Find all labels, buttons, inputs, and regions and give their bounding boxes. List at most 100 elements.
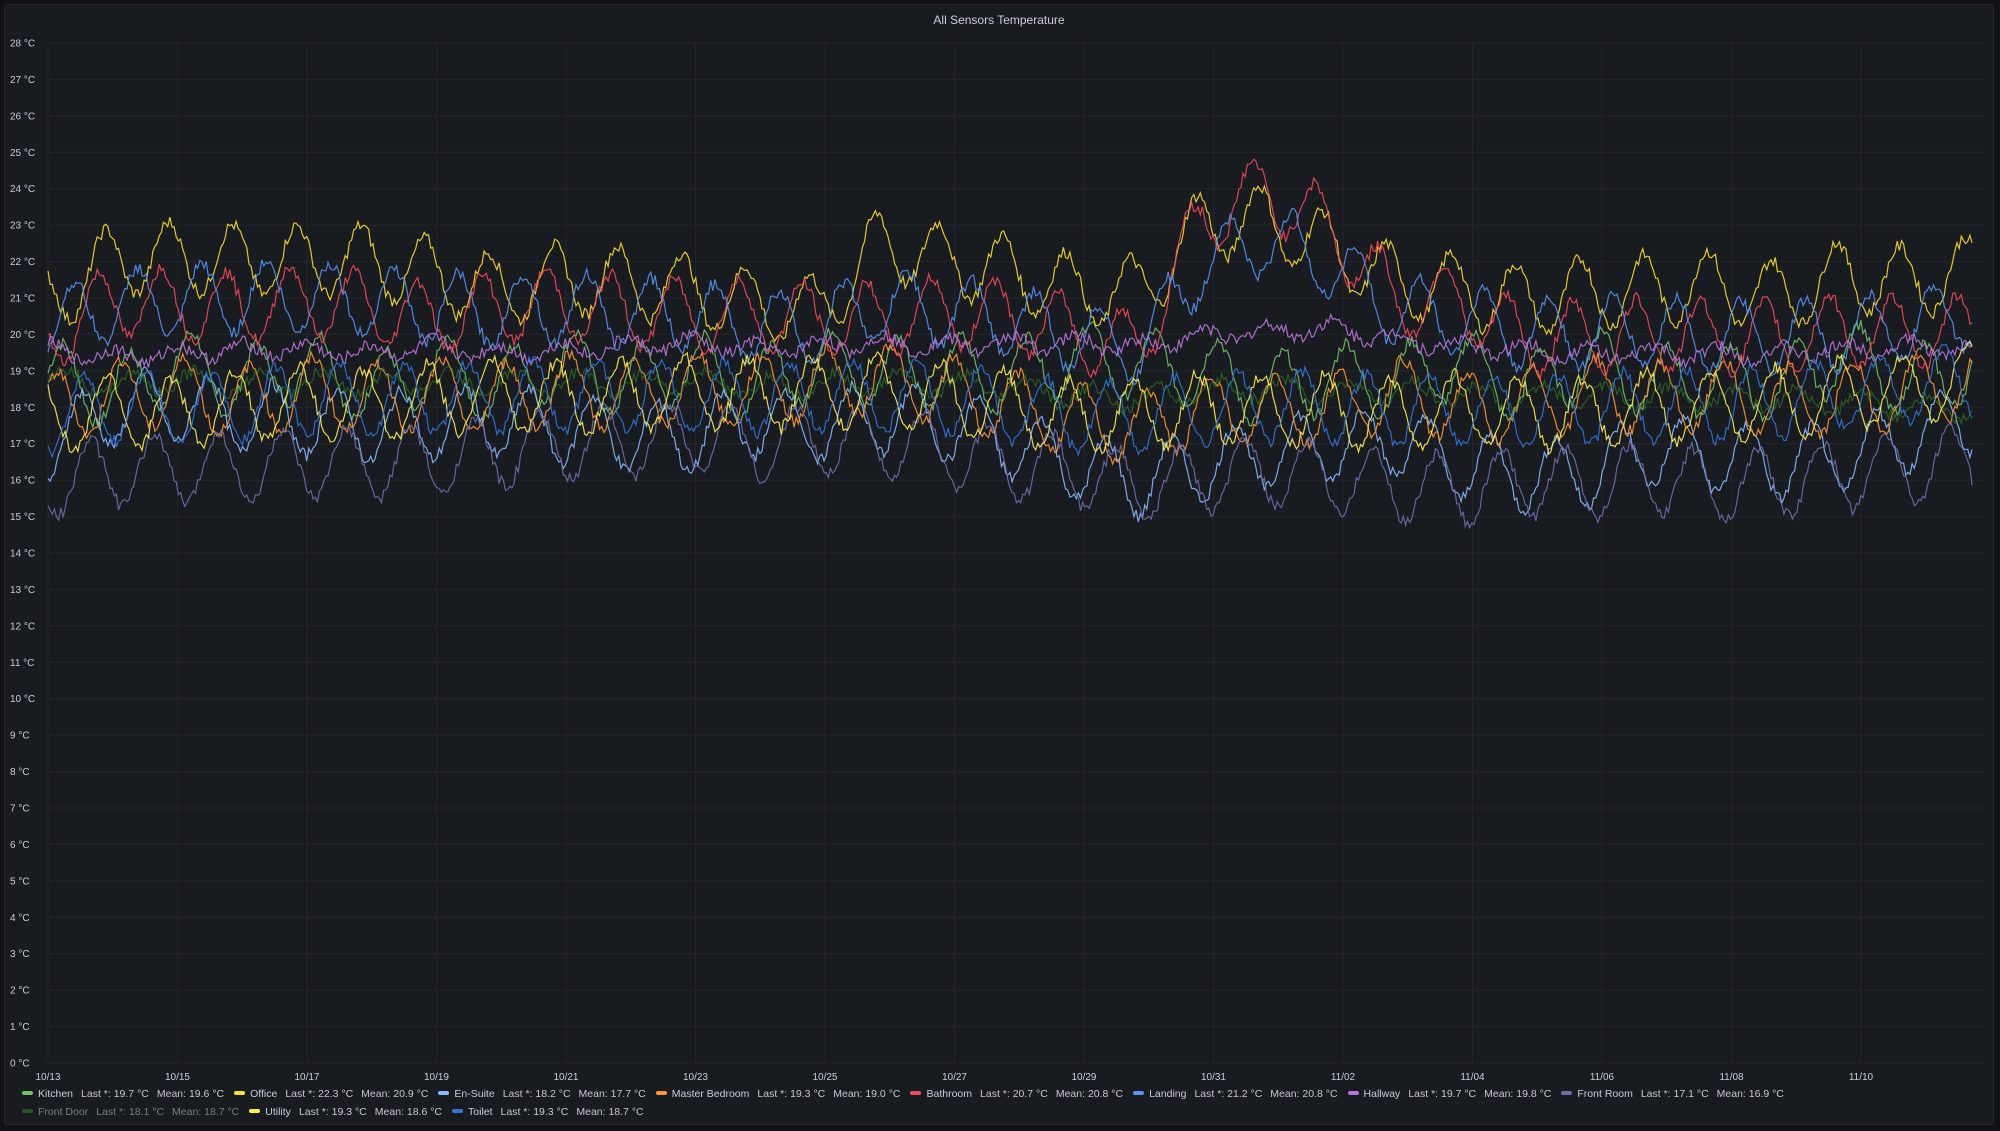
y-tick-label: 16 °C [10, 476, 35, 487]
legend-item-kitchen[interactable]: Kitchen Last *: 19.7 °C Mean: 19.6 °C [22, 1085, 224, 1103]
y-tick-label: 5 °C [10, 876, 30, 887]
x-tick-label: 11/08 [1719, 1072, 1744, 1083]
legend-series-name: Front Room [1577, 1088, 1633, 1100]
legend-last-value: Last *: 19.3 °C [757, 1088, 826, 1100]
y-tick-label: 6 °C [10, 840, 30, 851]
series-line-utility[interactable] [47, 341, 1973, 456]
legend-item-front-door[interactable]: Front Door Last *: 18.1 °C Mean: 18.7 °C [22, 1103, 239, 1121]
y-tick-label: 27 °C [10, 75, 35, 86]
legend-swatch [1561, 1091, 1573, 1096]
legend-last-value: Last *: 22.3 °C [285, 1088, 354, 1100]
legend-mean-value: Mean: 19.0 °C [833, 1088, 901, 1100]
legend-last-value: Last *: 19.7 °C [1408, 1088, 1477, 1100]
legend-swatch [234, 1091, 246, 1096]
legend-last-value: Last *: 17.1 °C [1640, 1088, 1709, 1100]
series-line-kitchen[interactable] [47, 319, 1973, 431]
legend-mean-value: Mean: 20.8 °C [1270, 1088, 1338, 1100]
legend-series-name: Landing [1149, 1088, 1187, 1100]
legend-last-value: Last *: 21.2 °C [1194, 1088, 1263, 1100]
y-tick-label: 18 °C [10, 403, 35, 414]
series-line-front-room[interactable] [47, 399, 1973, 530]
x-tick-label: 10/25 [812, 1072, 837, 1083]
legend-item-office[interactable]: Office Last *: 22.3 °C Mean: 20.9 °C [234, 1085, 428, 1103]
legend-series-name: En-Suite [454, 1088, 495, 1100]
y-tick-label: 0 °C [10, 1059, 30, 1070]
legend-swatch [249, 1109, 261, 1114]
legend-series-name: Toilet [468, 1106, 493, 1118]
y-tick-label: 13 °C [10, 585, 35, 596]
x-tick-label: 10/19 [424, 1072, 449, 1083]
legend-item-en-suite[interactable]: En-Suite Last *: 18.2 °C Mean: 17.7 °C [438, 1085, 646, 1103]
legend-last-value: Last *: 18.1 °C [96, 1106, 165, 1118]
series-line-hallway[interactable] [47, 312, 1973, 370]
y-tick-label: 28 °C [10, 39, 35, 50]
x-tick-label: 11/02 [1331, 1072, 1356, 1083]
legend-last-value: Last *: 20.7 °C [980, 1088, 1048, 1100]
legend-series-name: Hallway [1363, 1088, 1401, 1100]
y-tick-label: 21 °C [10, 294, 35, 305]
y-tick-label: 25 °C [10, 148, 35, 159]
legend-series-name: Kitchen [38, 1088, 74, 1100]
x-tick-label: 11/04 [1460, 1072, 1485, 1083]
legend-swatch [1347, 1091, 1359, 1096]
legend-series-name: Master Bedroom [671, 1088, 750, 1100]
legend-series-name: Utility [265, 1106, 291, 1118]
y-tick-label: 22 °C [10, 257, 35, 268]
y-tick-label: 4 °C [10, 913, 30, 924]
legend-series-name: Front Door [38, 1106, 89, 1118]
legend-mean-value: Mean: 19.6 °C [156, 1088, 225, 1100]
y-tick-label: 2 °C [10, 986, 30, 997]
chart-panel: All Sensors Temperature [4, 4, 1994, 1125]
series-line-front-door[interactable] [47, 364, 1973, 426]
y-tick-label: 14 °C [10, 549, 35, 560]
legend-item-hallway[interactable]: Hallway Last *: 19.7 °C Mean: 19.8 °C [1347, 1085, 1552, 1103]
series-line-landing[interactable] [47, 207, 1973, 386]
series-line-en-suite[interactable] [47, 365, 1973, 522]
y-tick-label: 3 °C [10, 949, 30, 960]
legend-swatch [22, 1091, 33, 1096]
y-tick-label: 9 °C [10, 731, 30, 742]
x-tick-label: 11/10 [1849, 1072, 1874, 1083]
x-tick-label: 10/21 [553, 1072, 578, 1083]
legend-mean-value: Mean: 18.6 °C [374, 1106, 443, 1118]
y-tick-label: 20 °C [10, 330, 35, 341]
y-tick-label: 11 °C [10, 658, 34, 669]
legend-last-value: Last *: 19.3 °C [500, 1106, 569, 1118]
legend-swatch [438, 1091, 450, 1096]
chart-title: All Sensors Temperature [933, 13, 1065, 27]
y-tick-label: 15 °C [10, 512, 35, 523]
y-tick-label: 7 °C [10, 804, 30, 815]
series-line-bathroom[interactable] [47, 158, 1973, 380]
y-tick-label: 24 °C [10, 184, 35, 195]
legend-last-value: Last *: 19.3 °C [298, 1106, 367, 1118]
legend-swatch [655, 1091, 667, 1096]
legend-item-master-bedroom[interactable]: Master Bedroom Last *: 19.3 °C Mean: 19.0 … [655, 1085, 901, 1103]
legend-mean-value: Mean: 18.7 °C [172, 1106, 240, 1118]
legend: Kitchen Last *: 19.7 °C Mean: 19.6 °C Offic… [22, 1085, 1972, 1121]
x-tick-label: 10/27 [942, 1072, 967, 1083]
y-tick-label: 10 °C [10, 694, 35, 705]
legend-series-name: Office [250, 1088, 278, 1100]
legend-item-toilet[interactable]: Toilet Last *: 19.3 °C Mean: 18.7 °C [452, 1103, 644, 1121]
y-tick-label: 19 °C [10, 366, 35, 377]
legend-item-landing[interactable]: Landing Last *: 21.2 °C Mean: 20.8 °C [1133, 1085, 1338, 1103]
legend-item-front-room[interactable]: Front Room Last *: 17.1 °C Mean: 16.9 °C [1561, 1085, 1784, 1103]
legend-mean-value: Mean: 17.7 °C [578, 1088, 646, 1100]
y-tick-label: 17 °C [10, 439, 35, 450]
series-line-toilet[interactable] [47, 343, 1973, 459]
legend-mean-value: Mean: 20.8 °C [1055, 1088, 1124, 1100]
legend-item-bathroom[interactable]: Bathroom Last *: 20.7 °C Mean: 20.8 °C [910, 1085, 1123, 1103]
y-tick-label: 12 °C [10, 621, 35, 632]
legend-swatch [910, 1091, 922, 1096]
legend-series-name: Bathroom [926, 1088, 973, 1100]
x-tick-label: 10/13 [35, 1072, 60, 1083]
legend-mean-value: Mean: 16.9 °C [1716, 1088, 1784, 1100]
x-tick-label: 10/29 [1071, 1072, 1096, 1083]
y-tick-label: 1 °C [10, 1022, 30, 1033]
x-tick-label: 10/31 [1201, 1072, 1226, 1083]
legend-item-utility[interactable]: Utility Last *: 19.3 °C Mean: 18.6 °C [249, 1103, 442, 1121]
series-line-office[interactable] [47, 184, 1973, 343]
legend-mean-value: Mean: 19.8 °C [1484, 1088, 1552, 1100]
x-tick-label: 10/23 [683, 1072, 708, 1083]
